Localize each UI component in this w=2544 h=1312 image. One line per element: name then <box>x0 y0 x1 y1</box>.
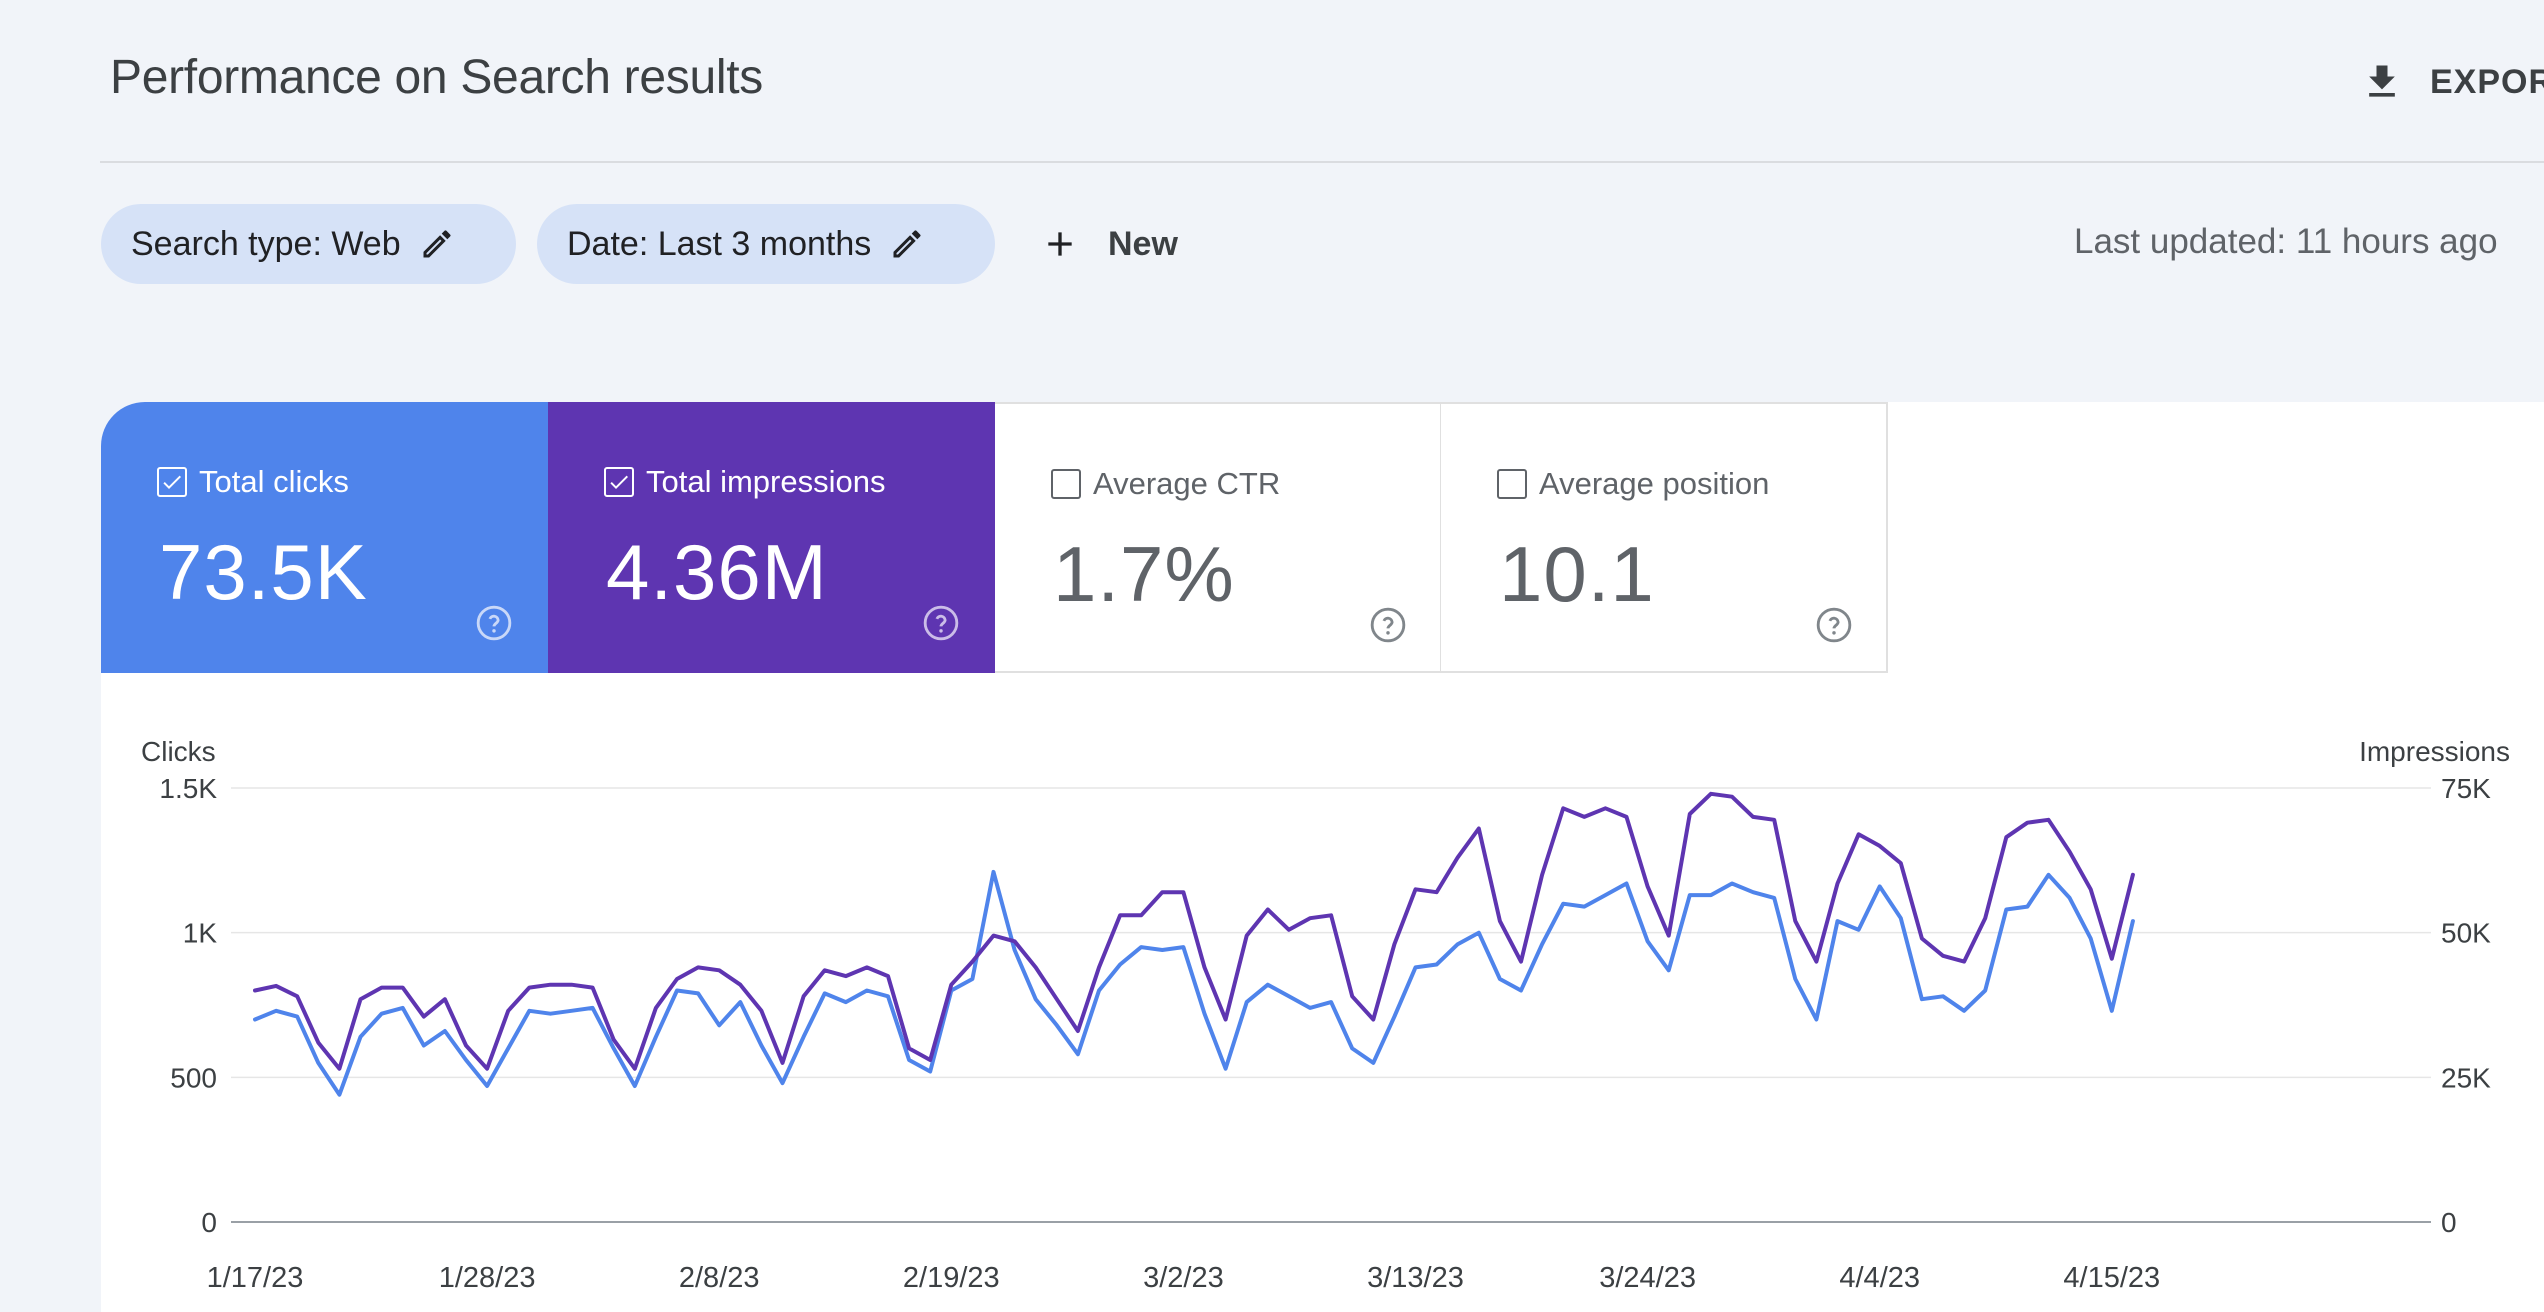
export-label: EXPORT <box>2430 62 2544 101</box>
pencil-icon[interactable] <box>419 226 455 262</box>
metric-value: 10.1 <box>1499 530 1655 618</box>
checkbox-icon[interactable] <box>157 467 187 497</box>
x-tick-label: 3/2/23 <box>1143 1262 1224 1294</box>
export-button[interactable]: EXPORT <box>2360 52 2544 112</box>
right-y-tick-label: 50K <box>2441 918 2491 949</box>
right-axis-title: Impressions <box>2359 736 2510 767</box>
x-tick-label: 3/13/23 <box>1367 1262 1464 1294</box>
help-circle-icon[interactable] <box>475 604 513 642</box>
checkbox-icon[interactable] <box>1497 469 1527 499</box>
chip-label: Date: Last 3 months <box>567 224 872 263</box>
metric-average-position[interactable]: Average position 10.1 <box>1441 402 1888 673</box>
metric-total-impressions[interactable]: Total impressions 4.36M <box>548 402 995 673</box>
series-lines <box>253 791 2135 1097</box>
left-y-tick-label: 0 <box>201 1207 217 1238</box>
left-y-tick-label: 1.5K <box>159 773 217 804</box>
metric-label: Total clicks <box>199 464 349 499</box>
chip-label: Search type: Web <box>131 224 401 263</box>
y-axis-ticks: 0 0 500 25K 1K 50K 1.5K 75K <box>159 773 2491 1238</box>
last-updated-text: Last updated: 11 hours ago <box>2074 222 2498 261</box>
metric-label: Total impressions <box>646 464 886 499</box>
download-icon <box>2369 65 2395 97</box>
left-y-tick-label: 500 <box>170 1062 217 1093</box>
new-filter-button[interactable]: New <box>1040 214 1178 274</box>
search-type-filter-chip[interactable]: Search type: Web <box>101 204 516 284</box>
metric-total-clicks[interactable]: Total clicks 73.5K <box>101 402 548 673</box>
right-y-tick-label: 0 <box>2441 1207 2457 1238</box>
x-tick-label: 2/8/23 <box>679 1262 760 1294</box>
page-title: Performance on Search results <box>110 51 763 104</box>
metric-label: Average position <box>1539 466 1770 501</box>
new-filter-label: New <box>1108 224 1178 263</box>
series-line-clicks[interactable] <box>253 869 2135 1097</box>
help-circle-icon[interactable] <box>1815 606 1853 644</box>
metric-value: 73.5K <box>159 528 368 616</box>
right-y-tick-label: 75K <box>2441 773 2491 804</box>
date-filter-chip[interactable]: Date: Last 3 months <box>537 204 995 284</box>
x-tick-label: 2/19/23 <box>903 1262 1000 1294</box>
pencil-icon[interactable] <box>889 226 925 262</box>
x-tick-label: 4/15/23 <box>2063 1262 2160 1294</box>
performance-card: Total clicks 73.5K Total impressions 4.3… <box>101 402 2544 1312</box>
left-axis-title: Clicks <box>141 736 216 767</box>
metric-label: Average CTR <box>1093 466 1281 501</box>
right-y-tick-label: 25K <box>2441 1062 2491 1093</box>
metric-value: 4.36M <box>606 528 828 616</box>
plus-icon <box>1048 232 1072 256</box>
header-divider <box>100 161 2544 163</box>
metric-average-ctr[interactable]: Average CTR 1.7% <box>995 402 1442 673</box>
left-y-tick-label: 1K <box>183 918 218 949</box>
help-circle-icon[interactable] <box>922 604 960 642</box>
checkbox-icon[interactable] <box>1051 469 1081 499</box>
x-axis-ticks: 1/17/23 1/28/23 2/8/23 2/19/23 3/2/23 3/13/23… <box>207 1262 2161 1294</box>
metric-value: 1.7% <box>1053 530 1235 618</box>
grid-lines <box>231 787 2431 1223</box>
x-tick-label: 1/28/23 <box>439 1262 536 1294</box>
x-tick-label: 1/17/23 <box>207 1262 304 1294</box>
x-tick-label: 4/4/23 <box>1839 1262 1920 1294</box>
help-circle-icon[interactable] <box>1369 606 1407 644</box>
x-tick-label: 3/24/23 <box>1599 1262 1696 1294</box>
series-line-impressions[interactable] <box>253 791 2135 1071</box>
checkbox-icon[interactable] <box>604 467 634 497</box>
